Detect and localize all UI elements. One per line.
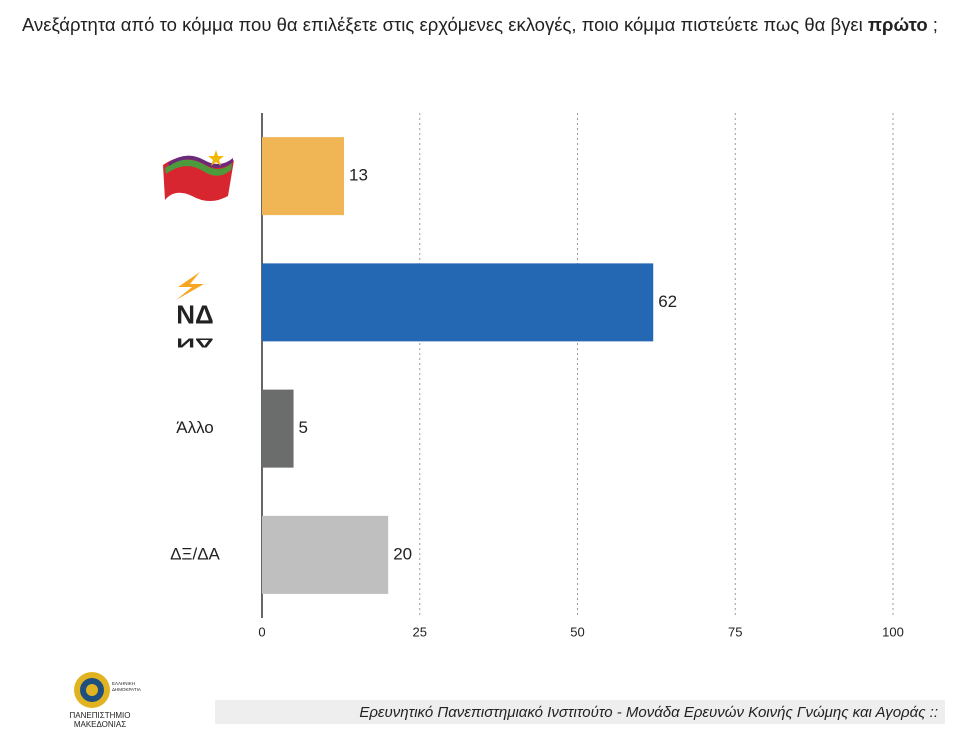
party-logo-label: ΝΔ [176,299,213,329]
x-tick-label: 50 [570,624,584,639]
x-tick-label: 0 [258,624,265,639]
svg-text:ΝΔ: ΝΔ [176,335,213,350]
footer-logo [74,672,110,708]
x-tick-label: 25 [413,624,427,639]
footer-band [215,700,945,724]
logo-small-text: ΕΛΛΗΝΙΚΗ [112,681,135,686]
party-logo [163,150,234,201]
footer-text: Ερευνητικό Πανεπιστημιακό Ινστιτούτο - Μ… [359,704,938,721]
value-label: 13 [349,166,368,185]
bar [262,389,294,468]
x-tick-label: 100 [882,624,904,639]
value-label: 20 [393,544,412,563]
logo-text: ΜΑΚΕΔΟΝΙΑΣ [74,720,126,729]
bar [262,137,345,216]
title-part: ; [927,14,938,35]
bar [262,263,654,342]
y-tick-label: ΔΞ/ΔΑ [170,544,220,563]
chart-title: Ανεξάρτητα από το κόμμα που θα επιλέξετε… [22,12,947,37]
x-tick-label: 75 [728,624,742,639]
y-tick-label: Άλλο [176,418,214,437]
bar [262,515,389,594]
title-bold: πρώτο [867,14,928,35]
title-part: Ανεξάρτητα από το κόμμα που θα επιλέξετε… [22,14,868,35]
logo-small-text: ΔΗΜΟΚΡΑΤΙΑ [112,687,141,692]
logo-text: ΠΑΝΕΠΙΣΤΗΜΙΟ [70,711,131,720]
value-label: 5 [299,418,308,437]
value-label: 62 [658,292,677,311]
party-logo: ΝΔ [176,272,214,350]
